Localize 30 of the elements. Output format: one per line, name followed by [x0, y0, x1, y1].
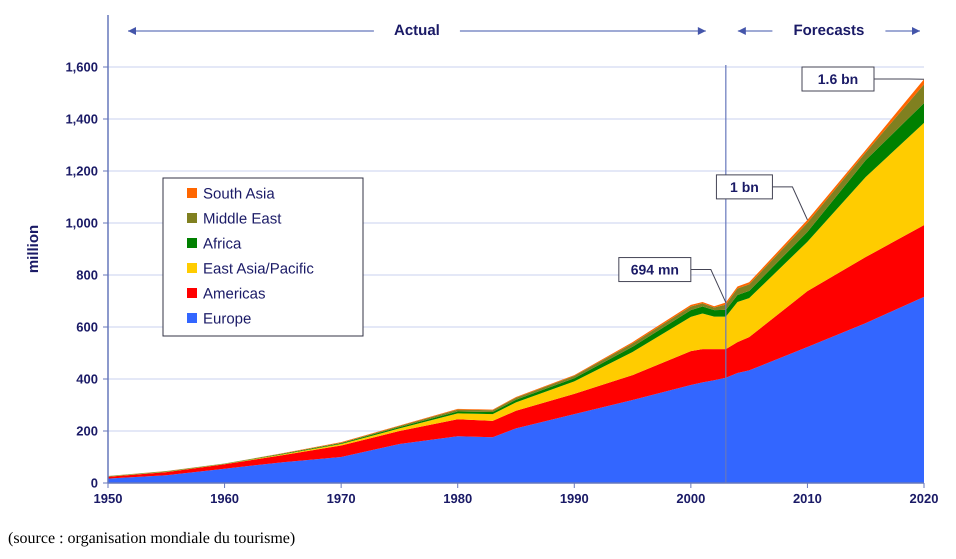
y-axis-title: million: [25, 224, 42, 274]
annotation: 1.6 bn: [818, 70, 858, 87]
annotation: 694 mn: [630, 261, 679, 278]
legend-label: Americas: [203, 285, 266, 302]
y-tick-label: 200: [76, 424, 98, 439]
x-tick-label: 1970: [326, 491, 356, 506]
x-tick-label: 1950: [94, 491, 122, 506]
text: (source : organisation mondiale du tourisme): [8, 530, 296, 547]
annotation: Forecasts: [793, 22, 864, 39]
legend-label: South Asia: [203, 185, 276, 202]
y-tick-label: 400: [76, 372, 98, 387]
y-tick-label: 1,000: [65, 216, 98, 231]
y-tick-label: 1,200: [65, 164, 98, 179]
legend-label: Africa: [203, 235, 242, 252]
legend-label: Europe: [203, 310, 252, 328]
x-tick-label: 2010: [792, 491, 822, 506]
annotation: 1 bn: [730, 178, 759, 195]
legend-label: East Asia/Pacific: [203, 260, 314, 278]
y-tick-label: 0: [90, 476, 98, 491]
x-tick-label: 1990: [560, 491, 589, 506]
legend-label: Middle East: [203, 210, 282, 228]
y-tick-label: 600: [76, 320, 98, 335]
annotation: Actual: [394, 22, 440, 39]
x-tick-label: 1960: [210, 491, 240, 506]
x-tick-label: 1980: [443, 491, 472, 506]
y-tick-label: 800: [76, 268, 98, 283]
y-tick-label: 1,600: [65, 60, 98, 75]
x-tick-label: 2000: [676, 491, 706, 506]
x-tick-label: 2020: [910, 491, 938, 506]
y-tick-label: 1,400: [65, 112, 98, 127]
